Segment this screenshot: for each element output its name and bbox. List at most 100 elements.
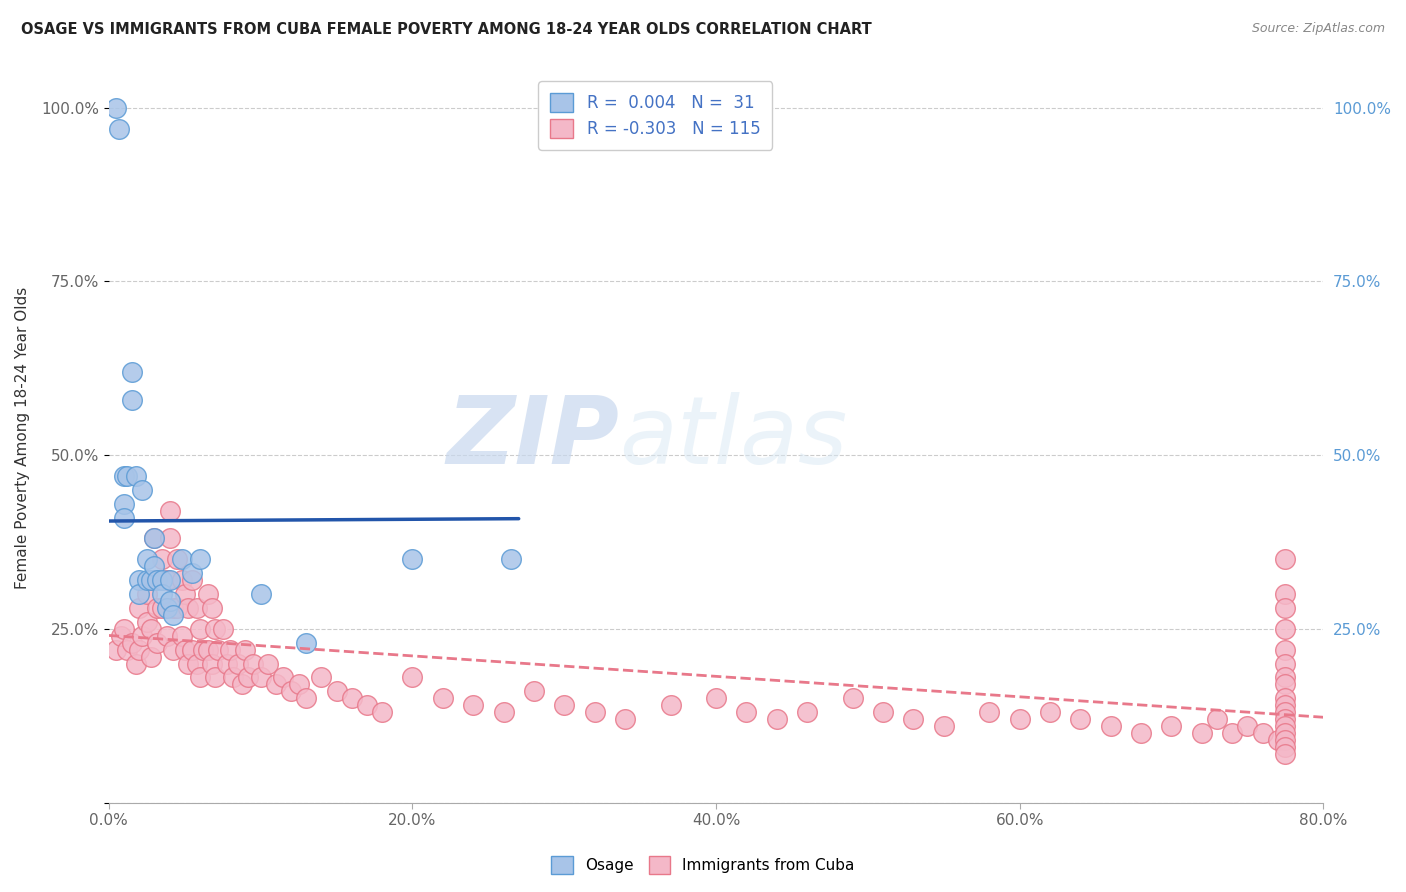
Point: [121, 392, 143, 407]
Point: [146, 601, 169, 615]
Point: [150, 573, 173, 587]
Point: [1274, 601, 1296, 615]
Point: [155, 601, 177, 615]
Point: [257, 657, 280, 671]
Point: [1251, 726, 1274, 740]
Point: [177, 657, 200, 671]
Point: [1008, 712, 1031, 726]
Point: [125, 469, 148, 483]
Point: [1274, 657, 1296, 671]
Point: [170, 552, 193, 566]
Point: [166, 601, 188, 615]
Point: [181, 573, 204, 587]
Point: [159, 573, 181, 587]
Point: [135, 552, 157, 566]
Point: [108, 121, 131, 136]
Point: [841, 691, 863, 706]
Point: [115, 469, 138, 483]
Point: [765, 712, 787, 726]
Point: [204, 670, 226, 684]
Point: [173, 587, 195, 601]
Point: [231, 677, 253, 691]
Point: [523, 684, 546, 698]
Point: [295, 691, 318, 706]
Point: [143, 573, 166, 587]
Legend: R =  0.004   N =  31, R = -0.303   N = 115: R = 0.004 N = 31, R = -0.303 N = 115: [538, 81, 772, 150]
Point: [188, 552, 211, 566]
Point: [170, 629, 193, 643]
Point: [249, 587, 271, 601]
Point: [162, 601, 184, 615]
Text: ZIP: ZIP: [446, 392, 619, 483]
Text: OSAGE VS IMMIGRANTS FROM CUBA FEMALE POVERTY AMONG 18-24 YEAR OLDS CORRELATION C: OSAGE VS IMMIGRANTS FROM CUBA FEMALE POV…: [21, 22, 872, 37]
Point: [273, 670, 295, 684]
Point: [264, 677, 287, 691]
Point: [1274, 622, 1296, 636]
Point: [121, 365, 143, 379]
Point: [162, 642, 184, 657]
Point: [1274, 726, 1296, 740]
Point: [135, 587, 157, 601]
Point: [1099, 719, 1122, 733]
Point: [1274, 670, 1296, 684]
Point: [186, 657, 208, 671]
Point: [1220, 726, 1243, 740]
Point: [155, 573, 177, 587]
Point: [166, 552, 188, 566]
Point: [150, 552, 173, 566]
Point: [1274, 677, 1296, 691]
Point: [222, 670, 245, 684]
Point: [235, 642, 257, 657]
Point: [112, 510, 135, 524]
Point: [162, 607, 184, 622]
Point: [112, 622, 135, 636]
Point: [463, 698, 485, 713]
Point: [796, 705, 818, 719]
Point: [401, 552, 423, 566]
Point: [932, 719, 955, 733]
Point: [188, 622, 211, 636]
Point: [110, 629, 132, 643]
Point: [150, 601, 173, 615]
Point: [371, 705, 394, 719]
Point: [295, 636, 318, 650]
Point: [614, 712, 637, 726]
Point: [1206, 712, 1229, 726]
Point: [211, 622, 233, 636]
Point: [226, 657, 249, 671]
Point: [146, 636, 169, 650]
Point: [735, 705, 758, 719]
Point: [105, 101, 128, 115]
Point: [1274, 712, 1296, 726]
Point: [501, 552, 523, 566]
Point: [135, 615, 157, 629]
Point: [181, 642, 204, 657]
Point: [242, 657, 264, 671]
Point: [141, 649, 163, 664]
Point: [1274, 747, 1296, 761]
Point: [872, 705, 894, 719]
Point: [186, 601, 208, 615]
Point: [128, 601, 150, 615]
Point: [325, 684, 347, 698]
Point: [1274, 705, 1296, 719]
Point: [553, 698, 575, 713]
Point: [492, 705, 515, 719]
Point: [191, 642, 214, 657]
Legend: Osage, Immigrants from Cuba: Osage, Immigrants from Cuba: [546, 850, 860, 880]
Point: [219, 642, 242, 657]
Point: [201, 601, 224, 615]
Point: [1274, 642, 1296, 657]
Point: [115, 642, 138, 657]
Point: [217, 657, 239, 671]
Point: [432, 691, 454, 706]
Point: [143, 532, 166, 546]
Point: [128, 587, 150, 601]
Point: [1274, 739, 1296, 754]
Point: [128, 642, 150, 657]
Point: [181, 566, 204, 581]
Point: [204, 622, 226, 636]
Point: [207, 642, 229, 657]
Point: [1130, 726, 1153, 740]
Point: [583, 705, 606, 719]
